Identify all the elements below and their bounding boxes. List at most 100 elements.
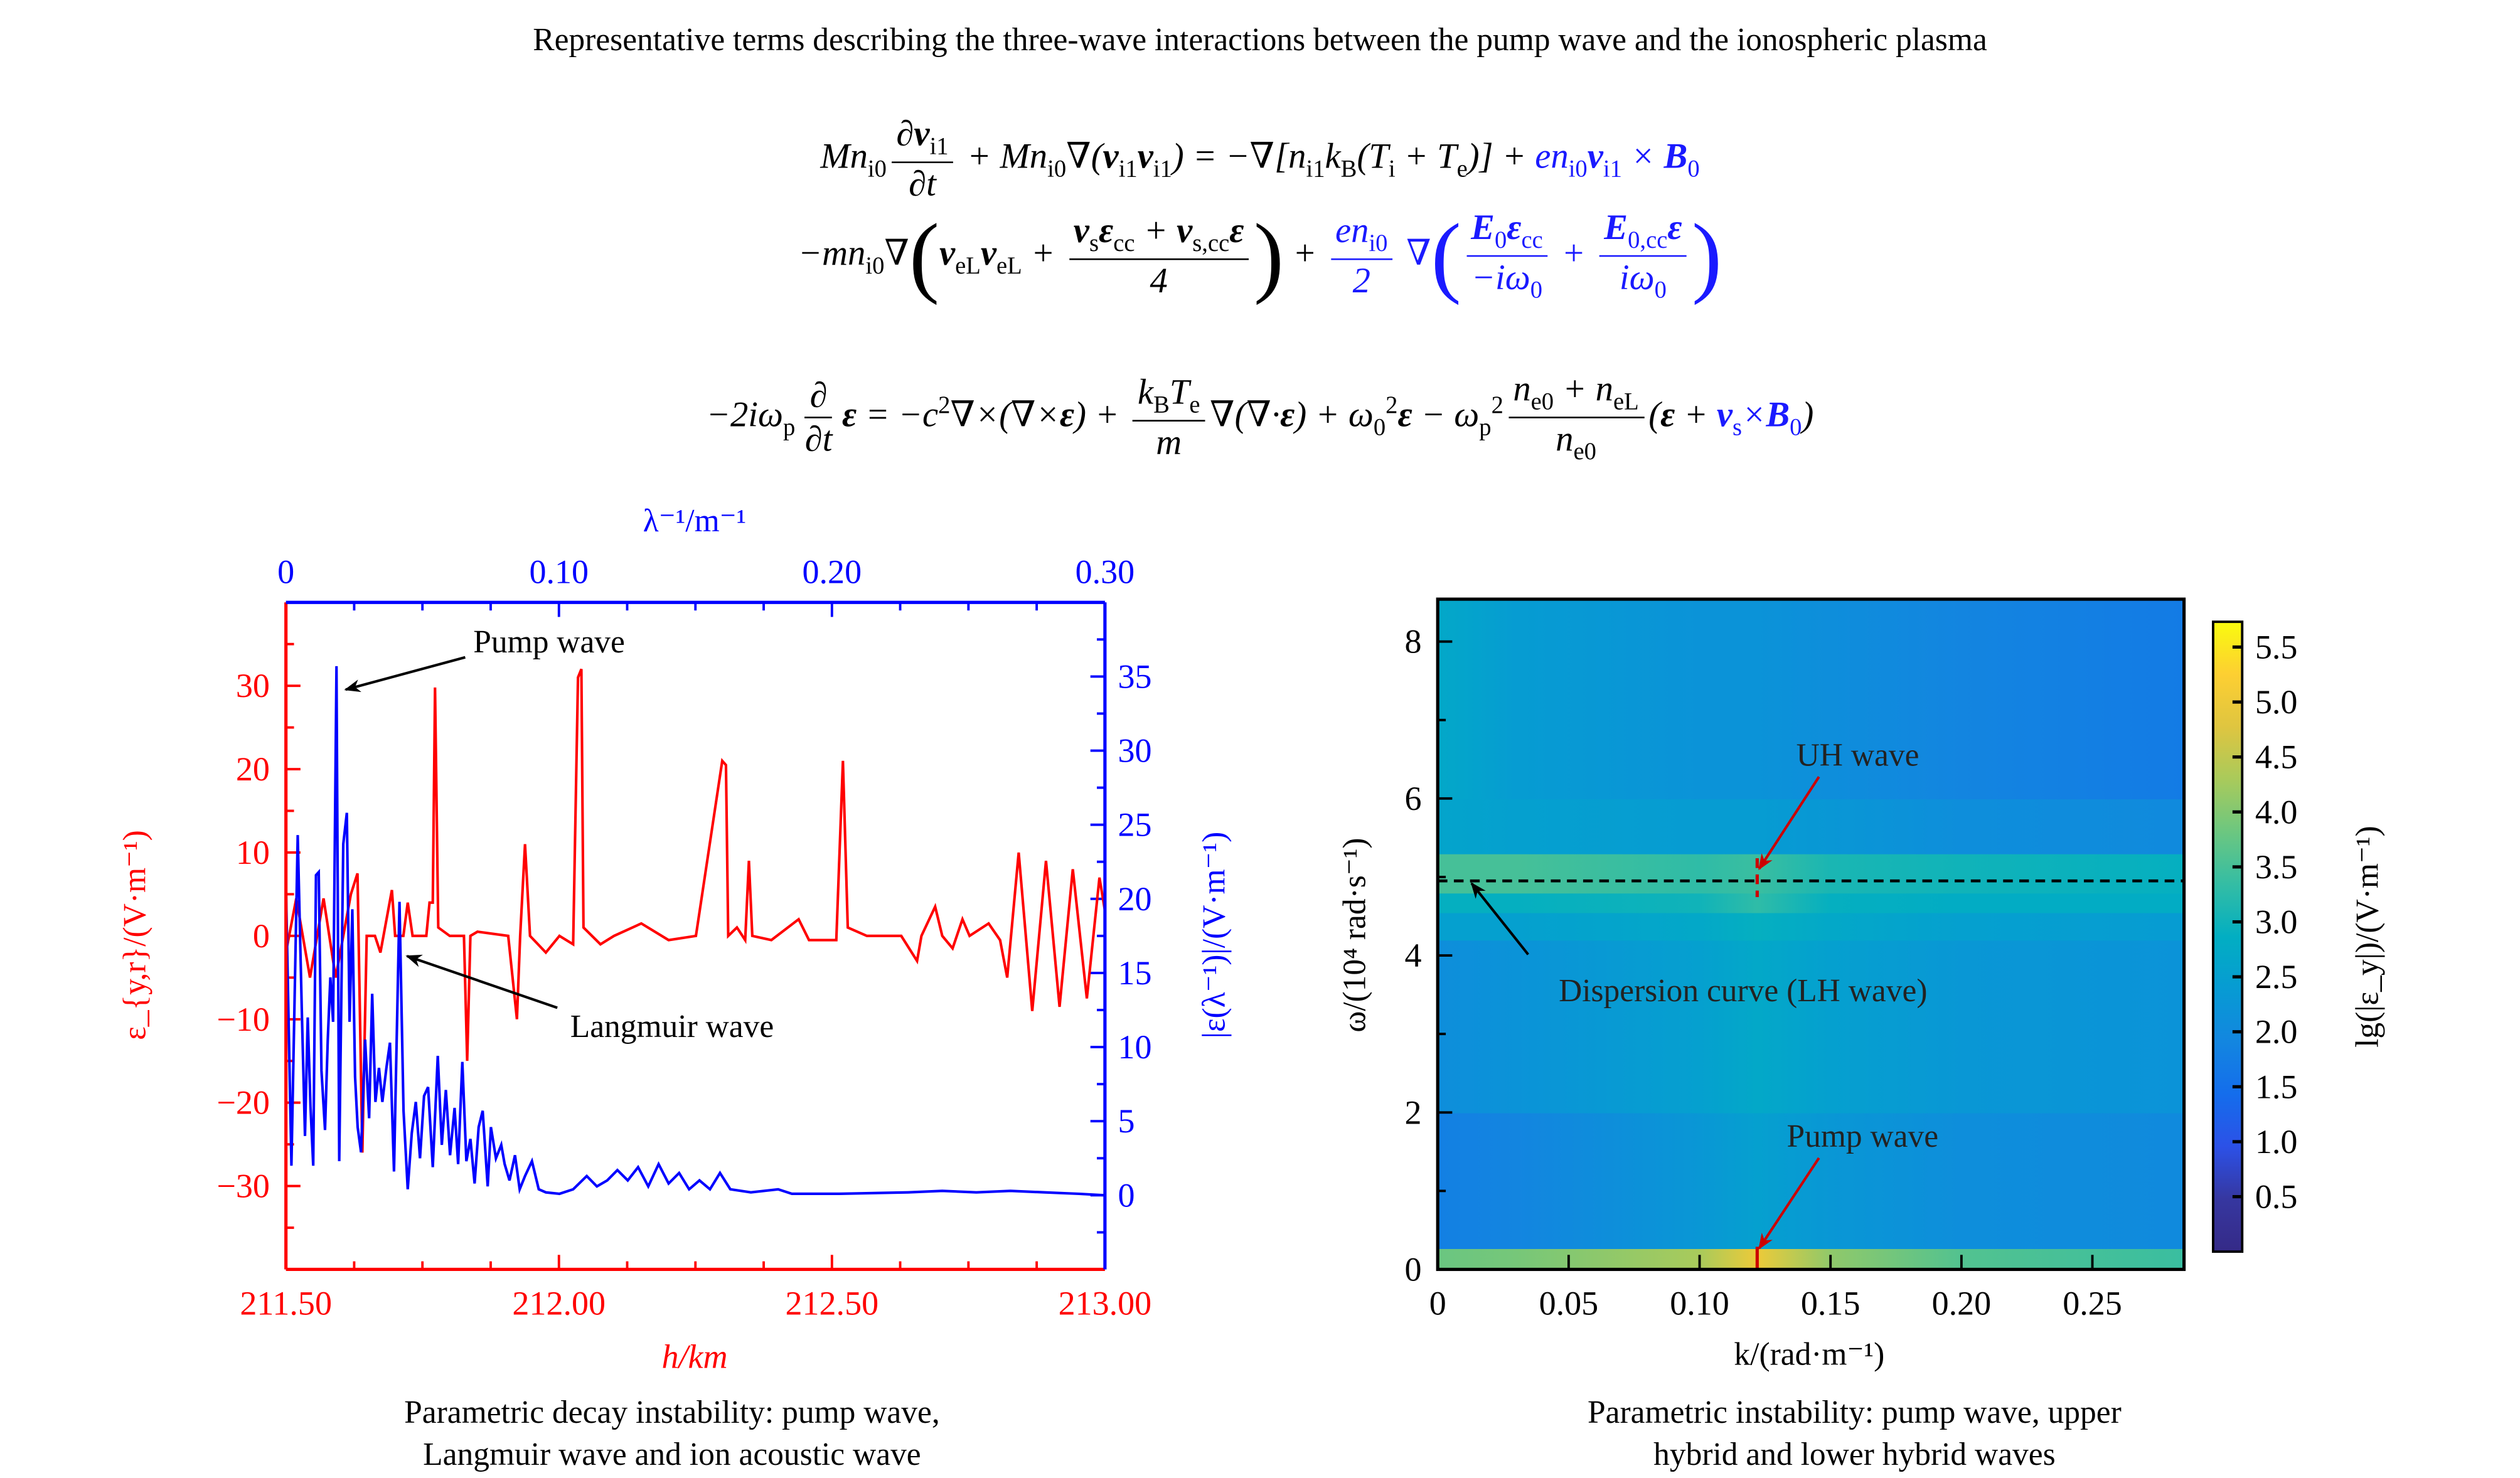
equation-fraction: kBTe m bbox=[1133, 371, 1205, 465]
colorbar-tick-label: 2.0 bbox=[2255, 1013, 2298, 1051]
right-caption-line-1: Parametric instability: pump wave, upper bbox=[1588, 1395, 2122, 1431]
heatmap-x-tick-label: 0.25 bbox=[2063, 1285, 2122, 1322]
equation-paren: ) bbox=[1692, 206, 1722, 307]
equation-paren: ) bbox=[1253, 206, 1284, 307]
uh-wave-arrow bbox=[1758, 776, 1820, 871]
colorbar-tick-label: 4.0 bbox=[2255, 793, 2298, 831]
pump-wave-annotation: Pump wave bbox=[473, 624, 625, 660]
colorbar bbox=[2211, 620, 2244, 1253]
right-tick-label: 15 bbox=[1118, 954, 1151, 992]
heatmap-band bbox=[1438, 599, 2184, 800]
equation-term: veLveL + bbox=[939, 232, 1064, 280]
equation-fraction: vsεcc + vs,ccε 4 bbox=[1069, 210, 1249, 304]
heatmap-chart: 0 2 4 6 8 0 0.05 0.10 0.15 0.20 0.25 5.5 5.0 4.5 4.0 3… bbox=[1337, 597, 2386, 1372]
left-caption: Parametric decay instability: pump wave,… bbox=[188, 1392, 1157, 1476]
heatmap-y-label: ω/(10⁴ rad·s⁻¹) bbox=[1337, 837, 1372, 1032]
dispersion-curve-annotation: Dispersion curve (LH wave) bbox=[1559, 973, 1927, 1009]
heatmap-band bbox=[1438, 853, 2184, 894]
equation-term: + bbox=[1283, 232, 1326, 273]
equation-fraction: E0εcc −iω0 bbox=[1466, 207, 1548, 307]
equation-paren: ( bbox=[1431, 206, 1461, 307]
right-tick-label: 0 bbox=[1118, 1176, 1135, 1214]
uh-wave-annotation: UH wave bbox=[1797, 737, 1919, 773]
equation-langmuir: −2iωp ∂ ∂t ε = −c2∇×(∇×ε) + kBTe m ∇(∇·ε) + ω… bbox=[0, 368, 2520, 468]
heatmap-x-tick-label: 0.10 bbox=[1670, 1285, 1729, 1322]
right-caption-line-2: hybrid and lower hybrid waves bbox=[1653, 1437, 2056, 1473]
equation-term: + bbox=[1552, 232, 1594, 273]
left-tick-label: 20 bbox=[236, 750, 270, 788]
heatmap-band bbox=[1438, 912, 2184, 941]
pump-wave-annotation-heatmap: Pump wave bbox=[1786, 1119, 1938, 1154]
heatmap-y-tick-label: 8 bbox=[1404, 623, 1421, 661]
left-caption-line-2: Langmuir wave and ion acoustic wave bbox=[423, 1437, 921, 1473]
heatmap-y-tick-label: 2 bbox=[1404, 1093, 1421, 1131]
colorbar-tick-label: 3.0 bbox=[2255, 903, 2298, 941]
heatmap-y-tick-label: 4 bbox=[1404, 937, 1421, 974]
bottom-axis-label: h/km bbox=[661, 1338, 727, 1376]
right-tick-label: 5 bbox=[1118, 1102, 1135, 1140]
equation-term: (ε + bbox=[1648, 393, 1717, 435]
equation-paren: ( bbox=[909, 206, 940, 307]
bottom-tick-label: 211.50 bbox=[240, 1285, 332, 1322]
equation-term: ∇(∇·ε) + ω02ε − ωp2 bbox=[1210, 393, 1503, 442]
heatmap-band bbox=[1438, 940, 2184, 1114]
top-tick-label: 0.30 bbox=[1076, 553, 1135, 590]
figure-title: Representative terms describing the thre… bbox=[533, 23, 1987, 58]
pump-wave-arrow bbox=[344, 656, 466, 693]
right-tick-label: 35 bbox=[1118, 657, 1151, 695]
equation-term: eni0vi1 × B0 bbox=[1535, 136, 1700, 183]
equation-ion-momentum-continued: −mni0∇(veLveL + vsεcc + vs,ccε 4) + eni0 2… bbox=[0, 207, 2520, 307]
langmuir-wave-annotation: Langmuir wave bbox=[570, 1009, 774, 1045]
colorbar-tick-label: 2.5 bbox=[2255, 958, 2298, 996]
heatmap-x-label: k/(rad·m⁻¹) bbox=[1734, 1336, 1884, 1372]
colorbar-tick-label: 3.5 bbox=[2255, 848, 2298, 886]
colorbar-tick-label: 5.5 bbox=[2255, 628, 2298, 666]
dispersion-curve-arrow bbox=[1470, 882, 1529, 955]
equation-ion-momentum: Mni0 ∂vi1 ∂t + Mni0∇(vi1vi1) = −∇[ni1kB(Ti… bbox=[0, 113, 2520, 206]
bottom-tick-label: 212.50 bbox=[785, 1285, 878, 1322]
heatmap-x-tick-label: 0.20 bbox=[1932, 1285, 1992, 1322]
heatmap-y-tick-label: 0 bbox=[1404, 1250, 1421, 1288]
heatmap-y-tick-label: 6 bbox=[1404, 780, 1421, 817]
right-tick-label: 20 bbox=[1118, 880, 1151, 918]
right-tick-label: 25 bbox=[1118, 806, 1151, 844]
colorbar-label: lg(|ε_y|)/(V·m⁻¹) bbox=[2350, 826, 2386, 1048]
left-tick-label: 30 bbox=[236, 667, 270, 704]
colorbar-tick-label: 1.5 bbox=[2255, 1068, 2298, 1105]
heatmap-x-tick-label: 0.05 bbox=[1539, 1285, 1599, 1322]
top-tick-label: 0 bbox=[277, 553, 294, 590]
equation-term: −mni0∇ bbox=[798, 232, 909, 280]
left-tick-label: −20 bbox=[216, 1084, 270, 1122]
top-axis-label: λ⁻¹/m⁻¹ bbox=[643, 503, 746, 539]
colorbar-tick-label: 5.0 bbox=[2255, 683, 2298, 721]
equation-term: −2iωp bbox=[706, 393, 796, 442]
equation-term: ) bbox=[1802, 393, 1814, 435]
heatmap-frame bbox=[1436, 597, 2186, 1272]
heatmap-x-tick-label: 0.15 bbox=[1801, 1285, 1861, 1322]
heatmap-x-tick-label: 0 bbox=[1429, 1285, 1446, 1322]
colorbar-tick-label: 4.5 bbox=[2255, 738, 2298, 776]
equation-term: + Mni0∇(vi1vi1) = −∇[ni1kB(Ti + Te)] + bbox=[958, 136, 1535, 183]
equation-term: Mni0 bbox=[820, 136, 887, 183]
pump-wave-arrow-heatmap bbox=[1758, 1157, 1820, 1250]
equation-fraction: ne0 + neL ne0 bbox=[1508, 368, 1644, 468]
right-tick-label: 10 bbox=[1118, 1028, 1151, 1066]
series-blue-line bbox=[286, 666, 1105, 1197]
left-tick-label: 0 bbox=[253, 917, 270, 955]
right-axis-label: |ε(λ⁻¹)|/(V·m⁻¹) bbox=[1196, 832, 1232, 1039]
heatmap-band bbox=[1438, 1248, 2184, 1270]
equation-fraction: eni0 2 bbox=[1330, 210, 1393, 304]
bottom-tick-label: 213.00 bbox=[1059, 1285, 1152, 1322]
top-tick-label: 0.20 bbox=[803, 553, 862, 590]
heatmap-band bbox=[1438, 798, 2184, 854]
colorbar-tick-label: 0.5 bbox=[2255, 1178, 2298, 1216]
heatmap-band bbox=[1438, 1112, 2184, 1249]
left-tick-label: −30 bbox=[216, 1167, 270, 1205]
left-caption-line-1: Parametric decay instability: pump wave, bbox=[404, 1395, 940, 1431]
equation-term: ε = −c2∇×(∇×ε) + bbox=[841, 393, 1128, 435]
top-tick-label: 0.10 bbox=[529, 553, 589, 590]
left-tick-label: −10 bbox=[216, 1001, 270, 1038]
line-chart: 30 20 10 0 −10 −20 −30 35 30 25 20 15 10 5 0 211.50 212.… bbox=[117, 503, 1232, 1376]
